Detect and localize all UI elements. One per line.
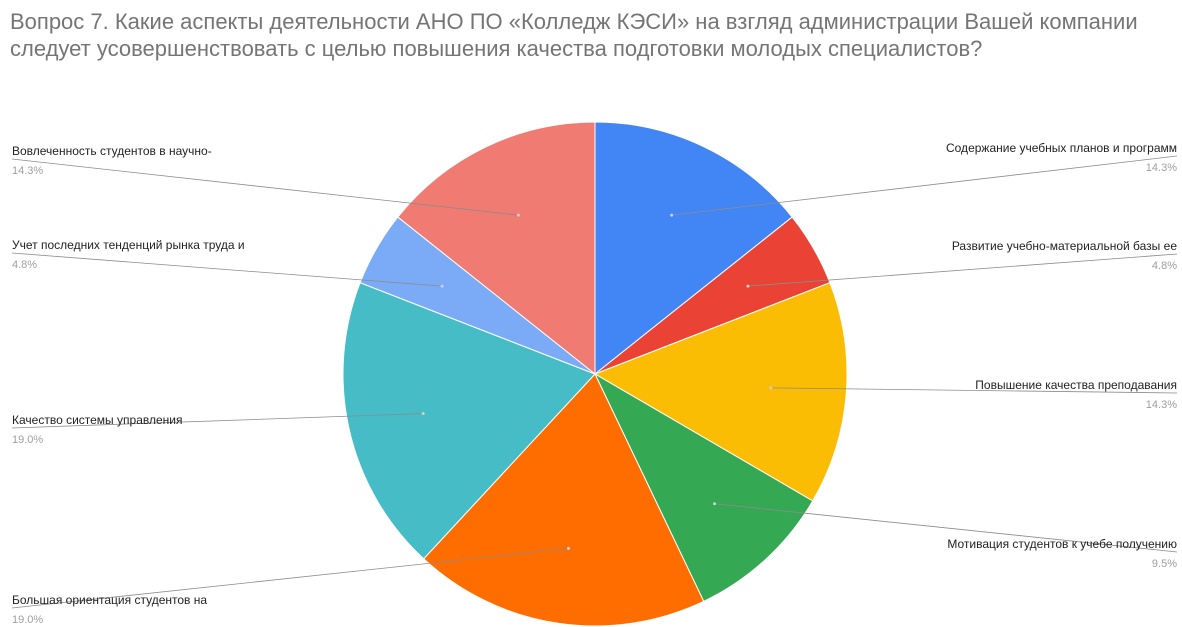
leader-line <box>770 387 1178 394</box>
pie-slice <box>593 282 848 502</box>
pie-slice <box>593 372 814 603</box>
leader-dot <box>746 284 750 288</box>
slice-percent: 9.5% <box>1152 558 1177 570</box>
slice-percent: 4.8% <box>12 259 37 271</box>
leader-dot <box>567 546 571 550</box>
leader-line <box>11 413 424 429</box>
chart-title: Вопрос 7. Какие аспекты деятельности АНО… <box>10 9 1138 61</box>
leader-dot <box>516 213 520 217</box>
leader-line <box>747 253 1178 287</box>
pie-slice <box>342 282 596 560</box>
slice-label: Мотивация студентов к учебе получению <box>947 537 1177 551</box>
leader-dot <box>421 412 425 416</box>
slice-label: Качество системы управления <box>12 413 182 427</box>
leader-lines <box>11 155 1178 609</box>
pie-slice <box>594 121 793 376</box>
slice-percent: 19.0% <box>12 434 43 446</box>
leader-line <box>11 158 519 216</box>
slice-percent: 14.3% <box>1146 162 1177 174</box>
pie-slice <box>397 121 596 376</box>
slice-label: Учет последних тенденций рынка труда и <box>12 238 245 252</box>
slice-percent: 14.3% <box>1146 399 1177 411</box>
slice-label: Содержание учебных планов и программ <box>946 141 1177 155</box>
leader-dot <box>713 502 717 506</box>
pie-slices <box>342 121 848 627</box>
leader-line <box>11 548 569 609</box>
slice-labels: Содержание учебных планов и программ 14.3… <box>12 141 1177 626</box>
leader-dot <box>440 284 444 288</box>
leader-line <box>671 155 1178 216</box>
slice-label: Большая ориентация студентов на <box>12 593 207 607</box>
slice-label: Развитие учебно-материальной базы ее <box>952 239 1178 253</box>
slice-percent: 19.0% <box>12 614 43 626</box>
pie-slice <box>422 373 705 627</box>
slice-percent: 14.3% <box>12 165 43 177</box>
leader-dot <box>769 386 773 390</box>
leader-line <box>714 503 1178 553</box>
slice-label: Повышение качества преподавания <box>975 378 1177 392</box>
slice-percent: 4.8% <box>1152 260 1177 272</box>
leader-line <box>11 252 443 287</box>
leader-dot <box>670 213 674 217</box>
slice-label: Вовлеченность студентов в научно- <box>12 144 212 158</box>
